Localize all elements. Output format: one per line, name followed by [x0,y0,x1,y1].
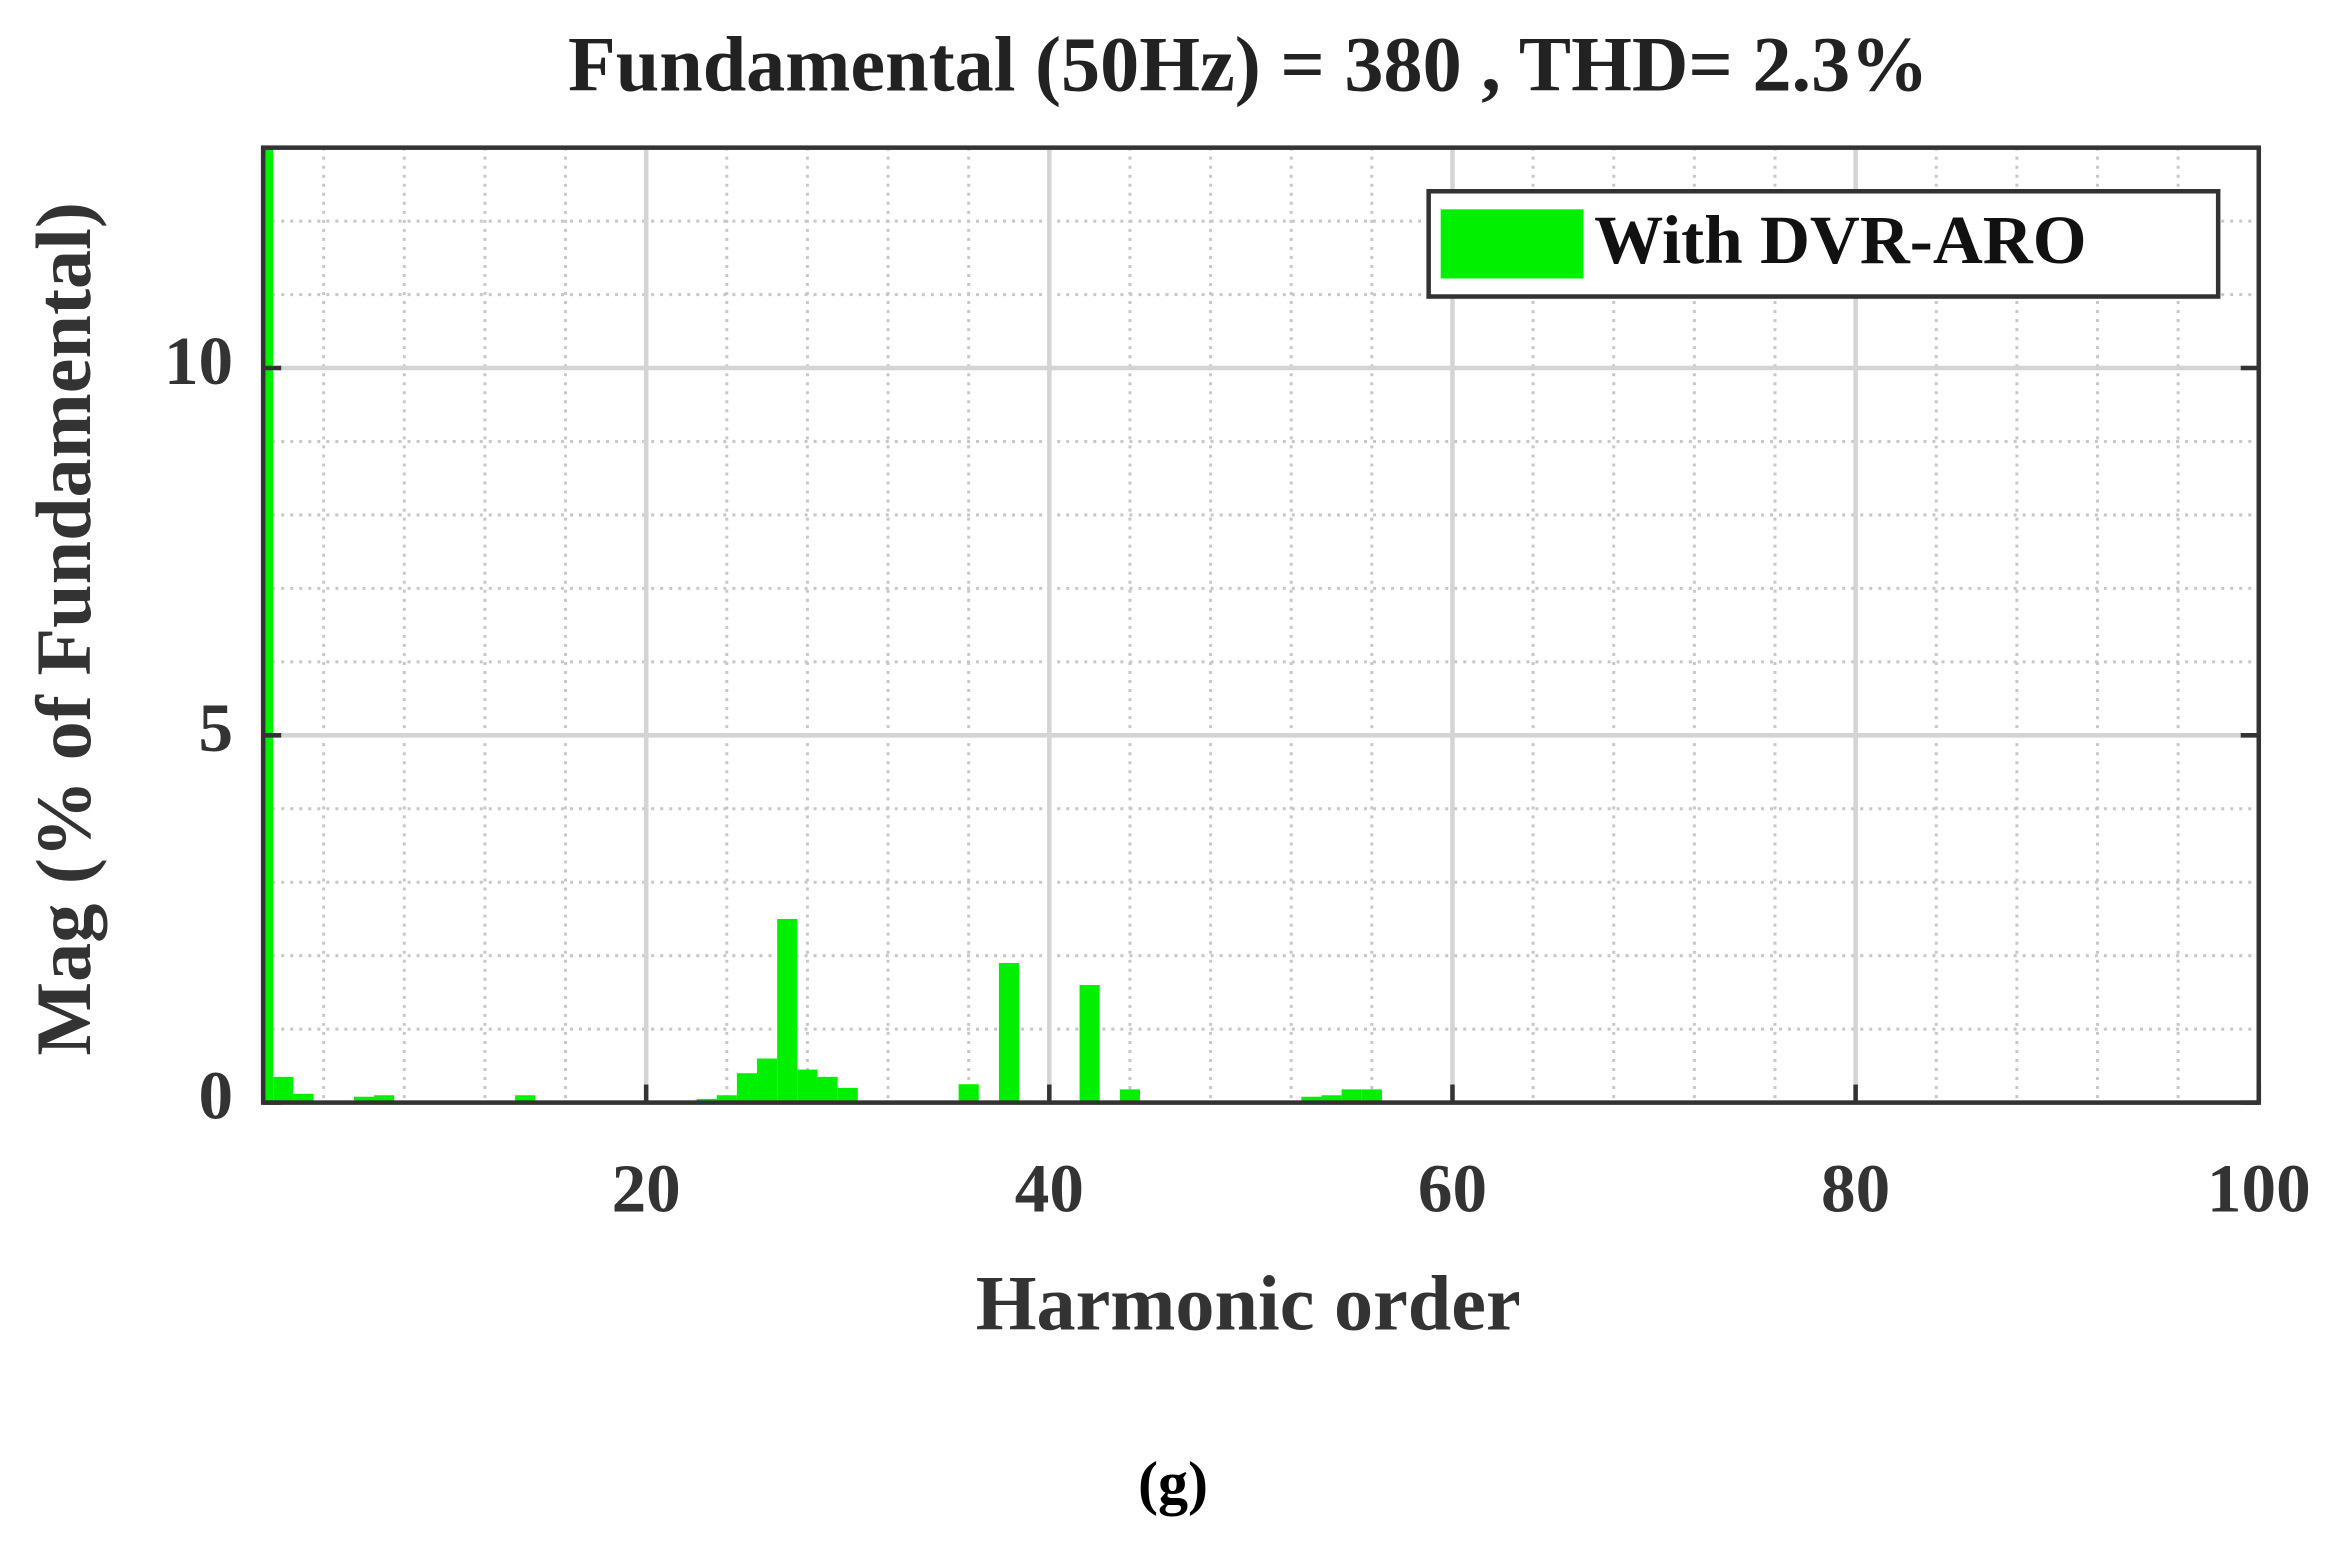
bar [374,1095,395,1103]
x-tick-label: 60 [1418,1150,1487,1227]
x-tick-label: 100 [2207,1150,2311,1227]
y-axis-label: Mag (% of Fundamental) [20,202,107,1055]
x-axis-label: Harmonic order [976,1260,1521,1347]
bar [1301,1096,1322,1103]
bar [1119,1089,1141,1103]
y-tick-label: 0 [199,1056,234,1133]
bar [515,1095,536,1103]
bar [817,1076,838,1103]
bar [293,1093,314,1103]
legend-swatch [1440,209,1584,279]
bar [353,1096,375,1103]
x-tick-label: 80 [1821,1150,1890,1227]
bar [777,918,798,1103]
x-tick-label: 20 [612,1150,681,1227]
bar [1341,1089,1362,1103]
bar [273,1076,294,1103]
y-tick-label: 10 [164,322,233,399]
bar [998,963,1020,1103]
bar [1321,1095,1342,1103]
bar [757,1058,778,1103]
bar [736,1073,758,1103]
chart-title: Fundamental (50Hz) = 380 , THD= 2.3% [568,20,1928,107]
caption: (g) [1138,1450,1208,1517]
y-tick-label: 5 [199,689,234,766]
bar [1361,1089,1382,1103]
plot-frame [260,145,2262,1105]
bar [837,1087,858,1103]
bar [716,1095,737,1103]
bar [797,1069,818,1103]
x-tick-label: 40 [1015,1150,1084,1227]
bar [958,1084,979,1103]
legend-label: With DVR-ARO [1594,201,2086,278]
bar [263,147,274,1103]
bar [1079,985,1100,1103]
